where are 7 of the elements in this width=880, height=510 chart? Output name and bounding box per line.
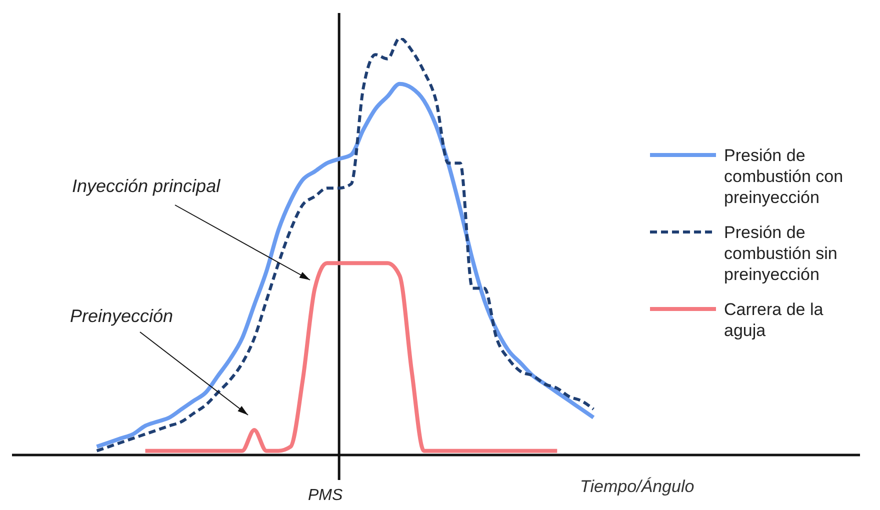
- legend-label: Presión de combustión sin preinyección: [724, 222, 838, 285]
- x-axis-title: Tiempo/Ángulo: [580, 477, 694, 497]
- annotation: Preinyección: [70, 306, 174, 327]
- text: PMS: [308, 487, 343, 505]
- legend-label: Presión de combustión con preinyección: [724, 145, 844, 208]
- legend-label: Carrera de la aguja: [724, 299, 824, 341]
- annotation: Inyección principal: [72, 176, 220, 197]
